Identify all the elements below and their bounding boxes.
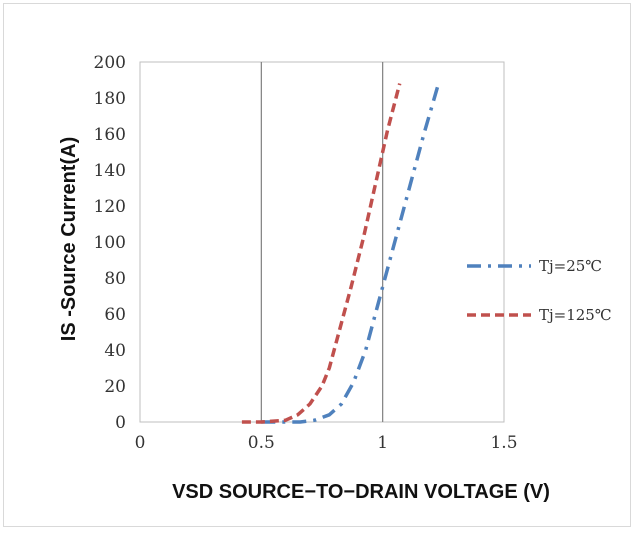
- series-line-2: [241, 83, 402, 424]
- y-tick-label: 20: [104, 377, 126, 397]
- legend-label-2: Tj=125℃: [539, 306, 612, 324]
- plot-border: [139, 61, 505, 423]
- x-tick-label: 0: [135, 433, 146, 453]
- y-tick-label: 120: [94, 197, 126, 217]
- x-tick-label: 1: [377, 433, 388, 453]
- y-tick-label: 0: [115, 413, 126, 433]
- x-tick-label: 1.5: [490, 433, 517, 453]
- y-tick-label: 40: [104, 341, 126, 361]
- y-axis-title: IS -Source Current(A): [58, 137, 80, 341]
- series-lines: [241, 83, 441, 424]
- y-tick-label: 200: [94, 53, 126, 73]
- x-axis-title: VSD SOURCE−TO−DRAIN VOLTAGE (V): [172, 481, 550, 503]
- x-axis-ticks: 0 0.5 1 1.5: [135, 433, 518, 453]
- series-line-1: [261, 83, 441, 424]
- chart-canvas: 0 20 40 60 80 100 120 140 160 180 200 0 0.5 1 1.5 Tj=…: [58, 53, 612, 503]
- gridlines: [260, 62, 384, 422]
- legend-label-1: Tj=25℃: [539, 257, 602, 275]
- y-tick-label: 60: [104, 305, 126, 325]
- y-axis-ticks: 0 20 40 60 80 100 120 140 160 180 200: [94, 53, 126, 433]
- y-tick-label: 180: [94, 89, 126, 109]
- y-tick-label: 80: [104, 269, 126, 289]
- x-tick-label: 0.5: [248, 433, 275, 453]
- legend: Tj=25℃ Tj=125℃: [467, 257, 612, 324]
- y-tick-label: 160: [94, 125, 126, 145]
- plot-area-border: [139, 61, 505, 423]
- y-tick-label: 100: [94, 233, 126, 253]
- chart-frame: 0 20 40 60 80 100 120 140 160 180 200 0 0.5 1 1.5 Tj=…: [3, 3, 631, 527]
- y-tick-label: 140: [94, 161, 126, 181]
